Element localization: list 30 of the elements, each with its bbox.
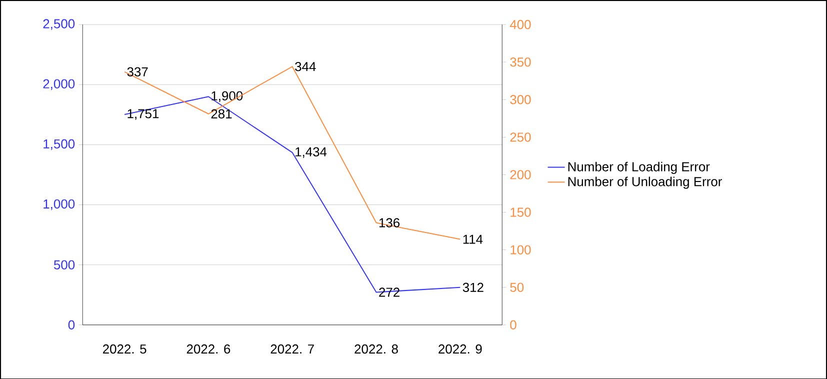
y2-tick-label: 400	[510, 20, 531, 29]
y2-tick-label: 50	[510, 282, 524, 292]
y-tick-label: 2,500	[43, 18, 75, 30]
y2-tick-label: 350	[510, 57, 531, 66]
y2-tick-label: 200	[510, 170, 531, 180]
y-tick-label: 500	[54, 260, 75, 270]
y2-tick-label: 150	[510, 207, 531, 217]
data-label: 1,751	[128, 109, 159, 120]
y2-tick-label: 250	[510, 132, 531, 142]
x-tick-label: 2022. 7	[270, 344, 314, 354]
data-label: 312	[462, 282, 484, 292]
data-label: 281	[211, 109, 232, 118]
y2-tick-label: 0	[510, 320, 516, 330]
y-tick-label: 2,000	[43, 79, 75, 90]
y-tick-label: 1,000	[44, 199, 75, 210]
y2-tick-label: 100	[510, 244, 531, 254]
x-tick-label: 2022. 5	[102, 344, 146, 354]
y-tick-label: 0	[68, 320, 75, 330]
data-label: 344	[295, 62, 316, 71]
x-tick-label: 2022. 9	[438, 344, 482, 354]
legend-label: Number of Loading Error	[568, 162, 710, 174]
y-tick-label: 1,500	[44, 139, 75, 150]
data-label: 114	[463, 234, 483, 244]
data-label: 337	[127, 67, 148, 76]
y2-tick-label: 300	[510, 94, 531, 104]
x-tick-label: 2022. 6	[186, 344, 230, 354]
data-label: 136	[379, 218, 400, 228]
x-tick-label: 2022. 8	[354, 344, 398, 354]
data-label: 1,434	[296, 147, 327, 158]
legend-label: Number of Unloading Error	[568, 176, 722, 189]
